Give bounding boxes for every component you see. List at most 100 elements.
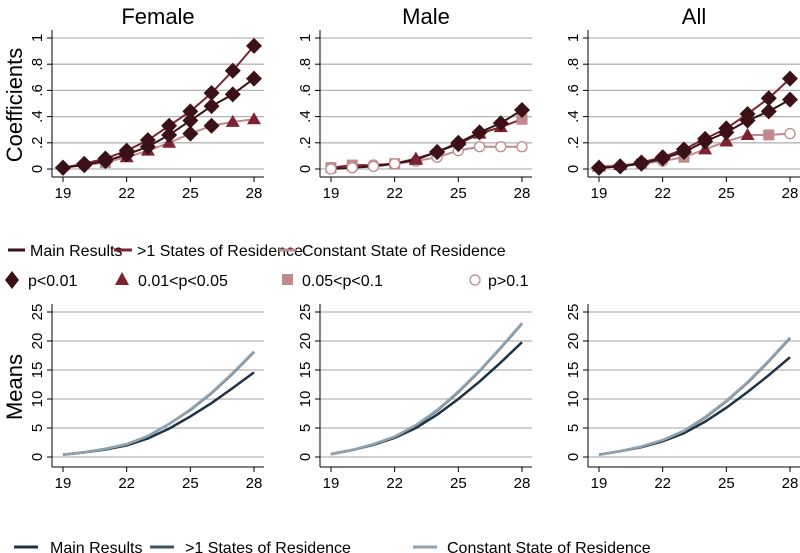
x-tick-label: 19 — [323, 185, 340, 202]
series-line-0 — [330, 109, 523, 170]
legend-bottom-multi: >1 States of Residence — [185, 540, 351, 553]
point-circle — [367, 160, 380, 173]
point-diamond — [492, 115, 509, 132]
legend-bottom-main: Main Results — [50, 540, 142, 553]
panel-means-1: 0 5 10 15 20 25 19 22 25 28 — [29, 304, 264, 492]
point-diamond — [203, 98, 220, 115]
point-diamond — [118, 146, 135, 163]
point-diamond — [782, 91, 798, 108]
legend-p01: 0.05<p<0.1 — [302, 273, 383, 290]
point-triangle — [247, 112, 261, 125]
panel-all: All 0 .2 .4 .6 .8 1 19 22 25 28 — [565, 4, 800, 202]
y-tick-label: .8 — [29, 58, 46, 71]
panel-title: Male — [402, 4, 450, 29]
point-circle — [346, 162, 358, 174]
x-tick-label: 19 — [591, 475, 608, 492]
y-tick-label: .2 — [29, 137, 46, 150]
y-tick-label: 10 — [29, 391, 46, 408]
point-diamond — [612, 158, 629, 175]
point-diamond — [76, 157, 93, 174]
x-tick-label: 28 — [246, 475, 263, 492]
y-tick-label: .4 — [29, 110, 46, 123]
panel-title: All — [682, 4, 706, 29]
x-tick-label: 22 — [118, 475, 135, 492]
legend-bottom: Main Results >1 States of Residence Cons… — [14, 540, 651, 553]
point-diamond — [224, 62, 241, 79]
y-tick-label: .4 — [297, 110, 314, 123]
x-tick-label: 25 — [718, 475, 735, 492]
legend-main: Main Results — [30, 243, 122, 260]
y-tick-label: 1 — [565, 34, 582, 42]
panel-female: Female 0 .2 .4 .6 .8 1 19 22 25 28 — [29, 4, 264, 202]
point-diamond — [633, 155, 650, 172]
legend-bottom-constant: Constant State of Residence — [447, 540, 651, 553]
x-tick-label: 28 — [782, 475, 799, 492]
point-triangle — [719, 134, 734, 147]
x-tick-label: 28 — [782, 185, 799, 202]
y-tick-label: .4 — [565, 110, 582, 123]
legend-p001: p<0.01 — [28, 273, 77, 290]
y-tick-label: 20 — [565, 333, 582, 350]
y-tick-label: 0 — [29, 453, 46, 461]
y-tick-label: .6 — [565, 84, 582, 97]
point-diamond — [739, 112, 756, 129]
point-diamond — [203, 117, 220, 134]
series-line-1 — [62, 45, 255, 169]
x-tick-label: 22 — [386, 475, 403, 492]
y-tick-label: 15 — [29, 362, 46, 379]
x-tick-label: 22 — [118, 185, 135, 202]
y-tick-label: 0 — [565, 165, 582, 173]
panel-title: Female — [121, 4, 194, 29]
point-circle — [389, 158, 401, 170]
point-circle — [325, 163, 337, 175]
y-tick-label: 25 — [565, 304, 582, 321]
series-line-2 — [330, 322, 523, 456]
x-tick-label: 22 — [386, 185, 403, 202]
series-line-0 — [62, 371, 255, 456]
series-line-1 — [62, 351, 255, 456]
x-tick-label: 19 — [55, 185, 72, 202]
y-tick-label: .2 — [565, 137, 582, 150]
x-tick-label: 22 — [654, 475, 671, 492]
y-tick-label: 0 — [297, 165, 314, 173]
y-tick-label: 0 — [565, 453, 582, 461]
y-tick-label: 5 — [29, 424, 46, 432]
point-circle — [516, 141, 528, 153]
point-triangle — [740, 127, 755, 140]
x-tick-label: 25 — [450, 185, 467, 202]
y-tick-label: 0 — [29, 165, 46, 173]
point-diamond — [760, 90, 777, 107]
y-tick-label: 10 — [297, 391, 314, 408]
ylabel-coefficients: Coefficients — [2, 48, 27, 163]
legend-triangle-icon — [115, 272, 129, 285]
series-line-2 — [598, 132, 791, 168]
point-diamond — [782, 70, 798, 87]
y-tick-label: 1 — [29, 34, 46, 42]
series-line-2 — [62, 350, 255, 456]
y-tick-label: 20 — [297, 333, 314, 350]
y-tick-label: .2 — [297, 137, 314, 150]
point-diamond — [718, 124, 735, 141]
series-line-0 — [62, 77, 255, 169]
point-diamond — [591, 159, 607, 176]
point-diamond — [246, 37, 262, 54]
legend-multi: >1 States of Residence — [137, 243, 303, 260]
point-square — [516, 113, 528, 125]
point-triangle — [225, 114, 240, 127]
x-tick-label: 22 — [654, 185, 671, 202]
point-diamond — [697, 133, 714, 150]
point-diamond — [182, 112, 199, 129]
point-diamond — [471, 124, 488, 141]
point-diamond — [161, 126, 178, 143]
x-tick-label: 25 — [182, 475, 199, 492]
y-tick-label: 15 — [565, 362, 582, 379]
ylabel-means: Means — [2, 354, 27, 420]
point-circle — [784, 127, 796, 140]
point-diamond — [182, 103, 199, 120]
y-tick-label: 25 — [29, 304, 46, 321]
point-diamond — [182, 125, 199, 142]
y-tick-label: 20 — [29, 333, 46, 350]
x-tick-label: 28 — [246, 185, 263, 202]
y-tick-label: 15 — [297, 362, 314, 379]
